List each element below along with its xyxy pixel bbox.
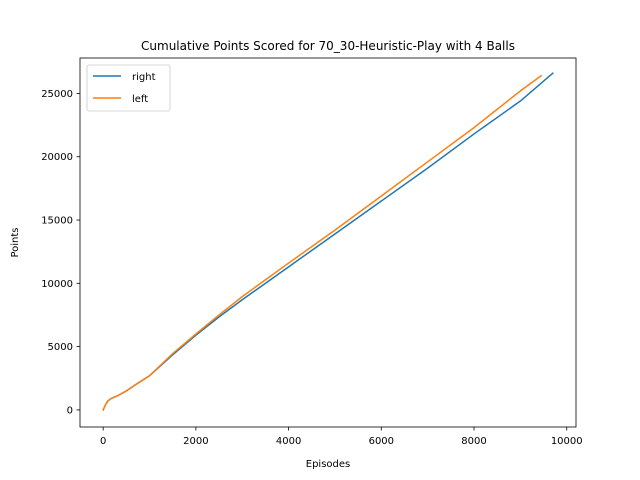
x-tick-label: 0 xyxy=(100,436,106,447)
x-tick-label: 2000 xyxy=(183,436,208,447)
chart-title: Cumulative Points Scored for 70_30-Heuri… xyxy=(141,39,515,53)
legend-box xyxy=(86,64,171,112)
legend: right left xyxy=(86,64,171,112)
x-axis-ticks: 0 2000 4000 6000 8000 10000 xyxy=(100,427,583,447)
y-tick-label: 0 xyxy=(67,405,73,416)
x-tick-label: 10000 xyxy=(551,436,583,447)
y-tick-label: 25000 xyxy=(41,89,73,100)
x-tick-label: 8000 xyxy=(461,436,486,447)
x-tick-label: 6000 xyxy=(369,436,394,447)
plot-area-frame xyxy=(79,57,577,428)
legend-label-left: left xyxy=(132,94,148,105)
y-axis-ticks: 0 5000 10000 15000 20000 25000 xyxy=(41,89,80,416)
y-tick-label: 10000 xyxy=(41,279,73,290)
y-tick-label: 15000 xyxy=(41,216,73,227)
x-axis-label: Episodes xyxy=(306,459,350,470)
y-tick-label: 20000 xyxy=(41,152,73,163)
y-axis-label: Points xyxy=(10,227,21,257)
series-line-left xyxy=(102,74,543,411)
legend-label-right: right xyxy=(132,72,156,83)
series-line-right xyxy=(102,72,554,411)
y-tick-label: 5000 xyxy=(48,342,73,353)
plot-lines xyxy=(102,72,554,411)
x-tick-label: 4000 xyxy=(276,436,301,447)
